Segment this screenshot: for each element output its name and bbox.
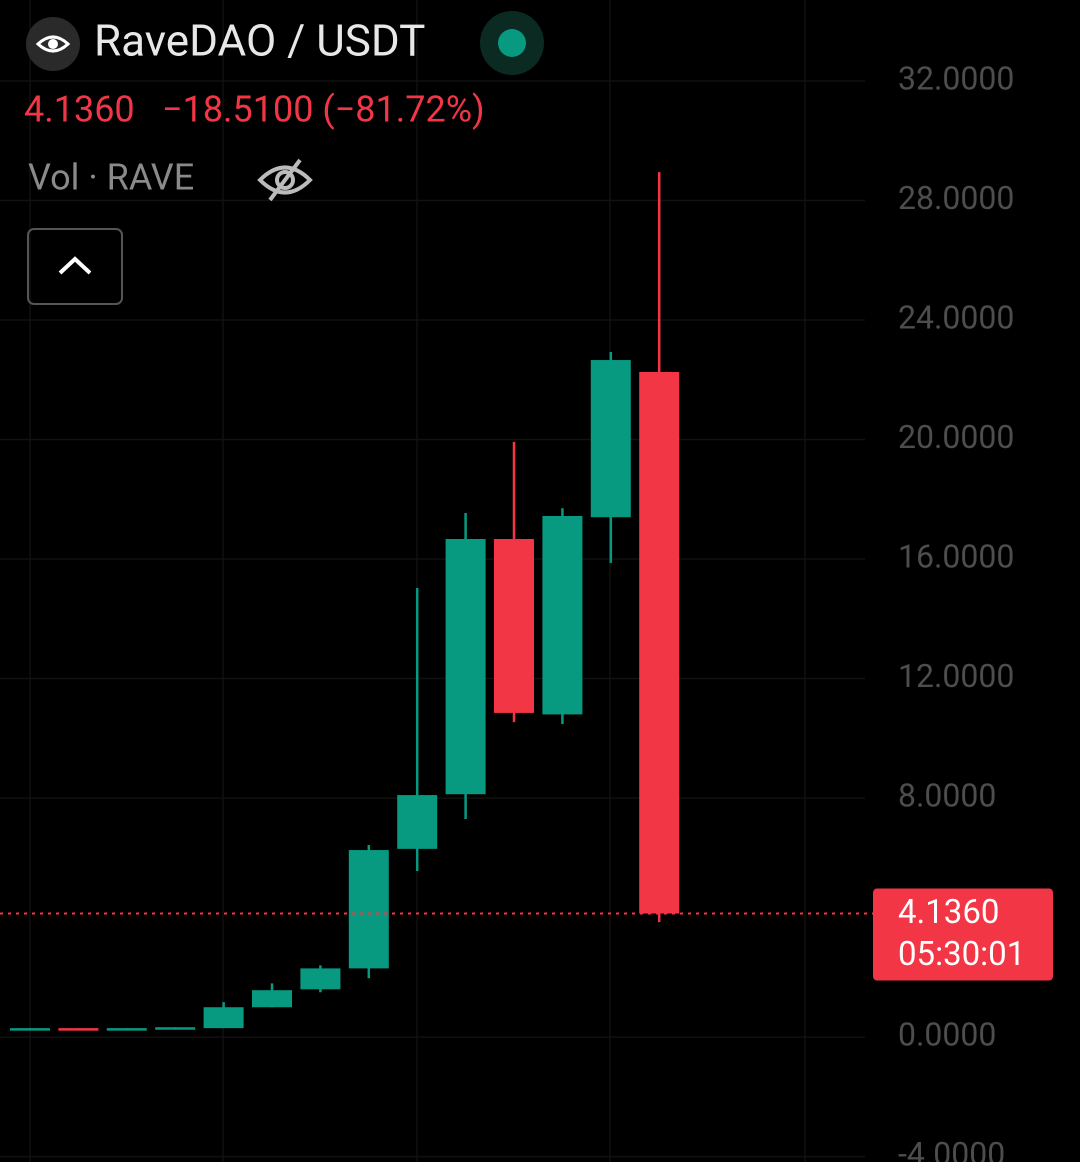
overlay: 32.0000 28.0000 24.0000 20.0000 16.0000 12.00… [0, 59, 1053, 1162]
candle-body [639, 371, 680, 914]
price-tag-value: 4.1360 [898, 893, 999, 932]
eye-slash [268, 158, 302, 202]
hide-toggle[interactable] [257, 158, 313, 202]
y-tick-label: 20.0000 [898, 418, 1014, 456]
y-tick-label: 16.0000 [898, 537, 1014, 575]
y-tick-label: 32.0000 [898, 59, 1014, 97]
chevron-up [58, 256, 92, 275]
countdown: 05:30:01 [898, 935, 1025, 974]
price-change: −18.5100 (−81.72%) [162, 89, 485, 131]
grid [0, 80, 865, 1158]
candle-body [155, 1027, 196, 1030]
y-tick-label: -4.0000 [898, 1135, 1005, 1162]
candle-body [300, 968, 341, 990]
vertical-grid [29, 0, 806, 1162]
y-tick-label: 24.0000 [898, 298, 1014, 336]
price-tag [873, 888, 1053, 981]
candle-body [590, 360, 631, 518]
candle-body [445, 539, 486, 795]
candle-body [203, 1007, 244, 1029]
volume-label[interactable]: Vol · RAVE [28, 157, 194, 199]
candle-body [106, 1028, 147, 1031]
price: 4.1360 [24, 89, 135, 131]
candle-body [58, 1028, 99, 1031]
eye-icon [257, 165, 313, 195]
collapse-button[interactable] [27, 228, 123, 305]
candle-body [494, 539, 534, 713]
y-tick-label: 12.0000 [898, 657, 1014, 695]
y-tick-label: 0.0000 [898, 1016, 996, 1054]
chart-title: RaveDAO / USDT [94, 15, 425, 67]
candles [10, 172, 680, 1031]
candle-body [252, 990, 292, 1008]
candle-body [397, 795, 438, 849]
eye-pupil [275, 170, 295, 190]
y-tick-label: 8.0000 [898, 777, 996, 815]
candle-body [10, 1028, 50, 1031]
coin-icon-eye [35, 35, 71, 53]
candle-body [542, 516, 583, 715]
status-dot [498, 29, 526, 57]
coin-icon-pupil [48, 39, 58, 49]
candle-body [348, 850, 389, 969]
y-tick-label: 28.0000 [898, 179, 1014, 217]
